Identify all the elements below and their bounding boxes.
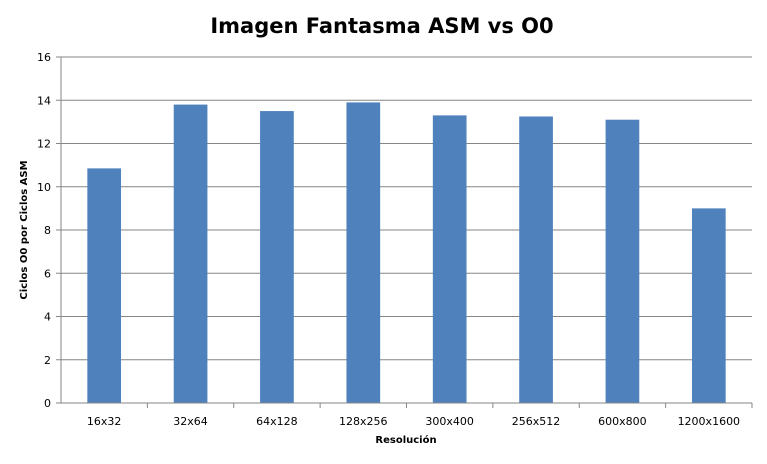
y-tick-label: 0 xyxy=(44,397,51,410)
bar-300x400 xyxy=(432,115,467,403)
y-tick-label: 12 xyxy=(37,138,51,151)
y-tick-label: 16 xyxy=(37,51,51,64)
y-axis-label: Ciclos O0 por Ciclos ASM xyxy=(19,160,30,299)
x-axis-label: Resolución xyxy=(375,434,436,446)
y-tick-label: 6 xyxy=(44,267,51,280)
x-tick-label: 256x512 xyxy=(512,415,561,428)
y-tick-label: 2 xyxy=(44,354,51,367)
x-tick-label: 128x256 xyxy=(339,415,388,428)
bar-64x128 xyxy=(260,111,294,403)
x-tick-label: 32x64 xyxy=(173,415,208,428)
x-tick-label: 16x32 xyxy=(87,415,122,428)
bars xyxy=(87,102,726,404)
bar-128x256 xyxy=(346,102,381,403)
x-tick-labels: 16x32 32x64 64x128 128x256 300x400 256x512 600… xyxy=(87,415,740,428)
y-tick-label: 14 xyxy=(37,94,51,107)
x-tick-label: 1200x1600 xyxy=(678,415,741,428)
bar-256x512 xyxy=(519,116,553,403)
chart-title: Imagen Fantasma ASM vs O0 xyxy=(210,14,553,38)
bar-32x64 xyxy=(173,104,208,403)
x-tick-label: 600x800 xyxy=(598,415,647,428)
bar-600x800 xyxy=(605,119,640,404)
y-tick-label: 8 xyxy=(44,224,51,237)
bar-16x32 xyxy=(87,168,122,403)
y-tick-label: 4 xyxy=(44,311,51,324)
axes xyxy=(60,57,752,404)
bar-1200x1600 xyxy=(691,208,726,403)
x-tick-label: 300x400 xyxy=(425,415,474,428)
y-tick-labels: 0 2 4 6 8 10 12 14 16 xyxy=(37,51,51,410)
gridlines xyxy=(56,56,753,408)
y-tick-label: 10 xyxy=(37,181,51,194)
x-tick-label: 64x128 xyxy=(256,415,298,428)
